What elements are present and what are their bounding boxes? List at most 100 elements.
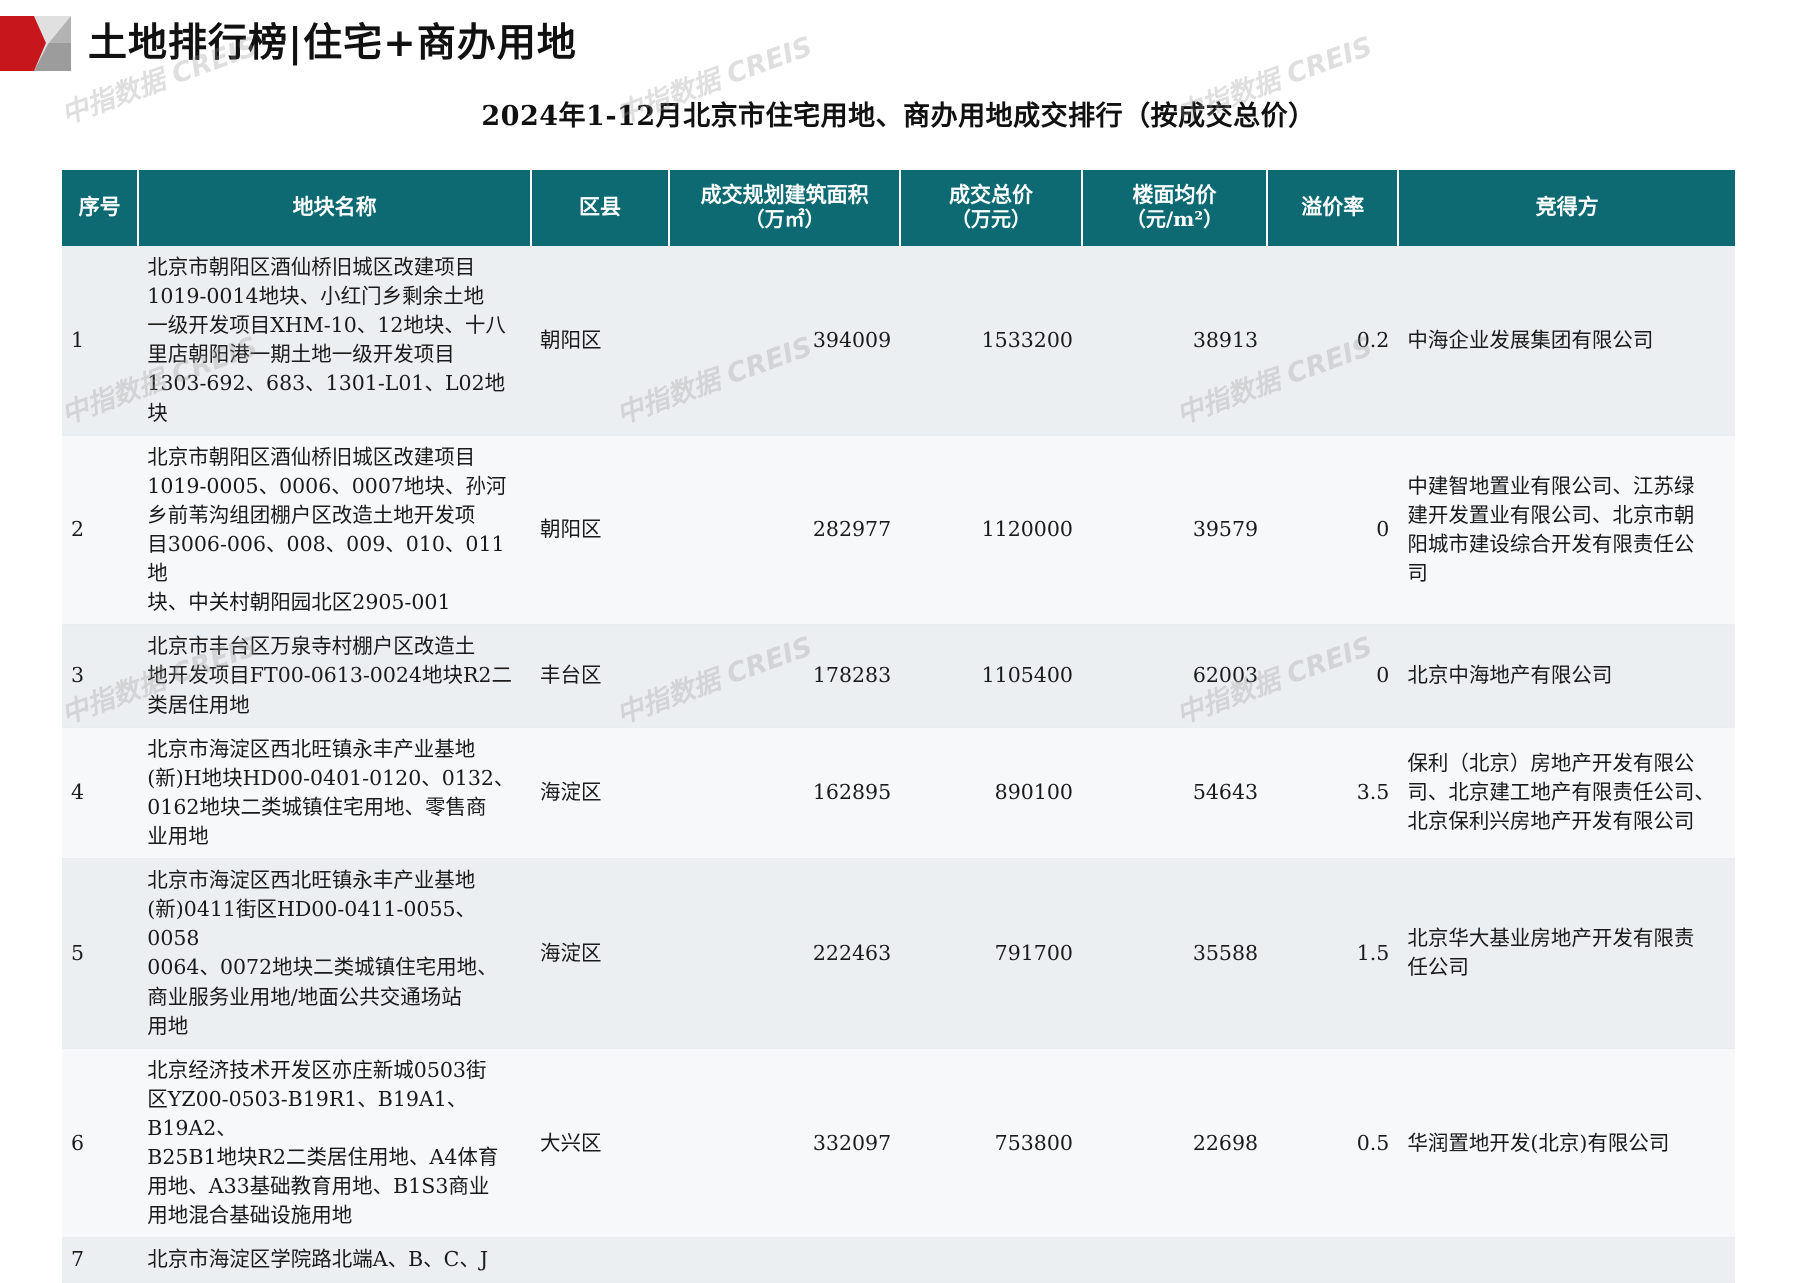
- cell-total-price-text: 791700: [994, 940, 1073, 965]
- cell-total-price: 890100: [900, 727, 1082, 860]
- cell-premium-text: 0.5: [1356, 1130, 1390, 1155]
- column-unit: （万㎡）: [744, 206, 825, 231]
- cell-unit-price: 35588: [1081, 858, 1268, 1049]
- column-label: 楼面均价: [1132, 181, 1217, 207]
- cell-unit-price-text: 22698: [1192, 1130, 1259, 1155]
- table-row[interactable]: 4 北京市海淀区西北旺镇永丰产业基地 (新)H地块HD00-0401-0120、0…: [62, 727, 1735, 860]
- column-label: 溢价率: [1301, 193, 1365, 219]
- cell-area-text: 222463: [812, 940, 892, 965]
- cell-area: 332097: [669, 1048, 901, 1239]
- cell-premium: 1.5: [1267, 858, 1399, 1049]
- cell-district: 海淀区: [531, 727, 670, 860]
- cell-buyer-text: 华润置地开发(北京)有限公司: [1407, 1130, 1670, 1155]
- column-unit: （元/m²）: [1125, 206, 1224, 231]
- column-header-buyer: 竞得方: [1398, 170, 1735, 246]
- cell-index-text: 6: [71, 1130, 85, 1155]
- cell-total-price-text: 1533200: [981, 327, 1073, 352]
- cell-area-text: 178283: [812, 663, 892, 688]
- table-row[interactable]: 1 北京市朝阳区酒仙桥旧城区改建项目 1019-0014地块、小红门乡剩余土地 一…: [62, 246, 1735, 436]
- cell-unit-price: 38913: [1081, 246, 1268, 436]
- cell-unit-price-text: 38913: [1192, 327, 1259, 352]
- cell-unit-price-text: 39579: [1192, 517, 1259, 542]
- cell-area: 178283: [669, 624, 901, 728]
- cell-unit-price: 54643: [1081, 727, 1268, 860]
- table-row[interactable]: 6 北京经济技术开发区亦庄新城0503街 区YZ00-0503-B19R1、B19…: [62, 1048, 1735, 1239]
- cell-area: 282977: [669, 435, 901, 626]
- cell-land-name-text: 北京市海淀区西北旺镇永丰产业基地 (新)H地块HD00-0401-0120、01…: [147, 736, 515, 848]
- cell-index: 4: [62, 727, 139, 860]
- cell-district-text: 大兴区: [540, 1130, 602, 1155]
- column-unit: （万元）: [951, 206, 1032, 231]
- cell-premium: 3.5: [1267, 727, 1399, 860]
- cell-land-name-text: 北京市丰台区万泉寺村棚户区改造土 地开发项目FT00-0613-0024地块R2…: [147, 634, 512, 717]
- ranking-table-wrapper: 序号 地块名称 区县 成交规划建筑面积 （万㎡） 成交总价 （万元） 楼面均价: [62, 170, 1735, 1283]
- cell-index: 2: [62, 435, 139, 626]
- cell-unit-price: 62003: [1081, 624, 1268, 728]
- cell-land-name-text: 北京市朝阳区酒仙桥旧城区改建项目 1019-0005、0006、0007地块、孙…: [147, 444, 507, 615]
- cell-index-text: 1: [71, 327, 85, 352]
- cell-district-text: 朝阳区: [540, 327, 602, 352]
- column-label: 地块名称: [292, 193, 377, 219]
- cell-area-text: 332097: [812, 1130, 892, 1155]
- cell-buyer-text: 北京华大基业房地产开发有限责 任公司: [1407, 926, 1695, 980]
- cell-unit-price-text: 54643: [1192, 780, 1259, 805]
- cell-index: 5: [62, 858, 139, 1049]
- cell-total-price-text: 1120000: [981, 517, 1073, 542]
- cell-district: 朝阳区: [531, 246, 670, 436]
- column-label: 成交规划建筑面积: [700, 181, 869, 207]
- column-header-index: 序号: [62, 170, 140, 246]
- cell-premium: 0: [1267, 435, 1399, 626]
- cell-buyer-text: 中建智地置业有限公司、江苏绿 建开发置业有限公司、北京市朝 阳城市建设综合开发有…: [1407, 473, 1695, 586]
- page-header: 土地排行榜|住宅+商办用地: [0, 0, 1797, 86]
- report-title: 2024年1-12月北京市住宅用地、商办用地成交排行（按成交总价）: [481, 101, 1316, 132]
- cell-land-name: 北京市海淀区西北旺镇永丰产业基地 (新)0411街区HD00-0411-0055…: [138, 858, 532, 1049]
- table-row[interactable]: 7 北京市海淀区学院路北端A、B、C、J: [62, 1237, 1735, 1283]
- column-label: 竞得方: [1535, 193, 1599, 219]
- cell-total-price: 1120000: [900, 435, 1082, 626]
- cell-land-name: 北京市海淀区西北旺镇永丰产业基地 (新)H地块HD00-0401-0120、01…: [138, 727, 532, 860]
- cell-district-text: 丰台区: [540, 663, 602, 688]
- cell-index-text: 5: [71, 940, 85, 965]
- cell-district: 大兴区: [531, 1048, 670, 1239]
- cell-index-text: 7: [71, 1247, 85, 1272]
- column-label: 区县: [579, 193, 622, 219]
- cell-buyer: 华润置地开发(北京)有限公司: [1398, 1048, 1735, 1239]
- cell-total-price-text: 890100: [994, 780, 1073, 805]
- cell-premium-text: 3.5: [1356, 780, 1390, 805]
- cell-land-name: 北京经济技术开发区亦庄新城0503街 区YZ00-0503-B19R1、B19A…: [138, 1048, 532, 1239]
- cell-area: 394009: [669, 246, 901, 436]
- cell-land-name-text: 北京经济技术开发区亦庄新城0503街 区YZ00-0503-B19R1、B19A…: [147, 1057, 499, 1228]
- cell-total-price: 1105400: [900, 624, 1082, 728]
- cell-index-text: 2: [71, 517, 85, 542]
- cell-buyer: 北京华大基业房地产开发有限责 任公司: [1398, 858, 1735, 1049]
- cell-buyer-text: 北京中海地产有限公司: [1407, 663, 1613, 688]
- cell-premium: [1267, 1237, 1399, 1283]
- cell-land-name-text: 北京市海淀区西北旺镇永丰产业基地 (新)0411街区HD00-0411-0055…: [147, 868, 498, 1038]
- ranking-table: 序号 地块名称 区县 成交规划建筑面积 （万㎡） 成交总价 （万元） 楼面均价: [62, 170, 1735, 1283]
- cell-total-price: 1533200: [900, 246, 1082, 436]
- cell-buyer-text: 保利（北京）房地产开发有限公 司、北京建工地产有限责任公司、 北京保利兴房地产开…: [1407, 751, 1715, 834]
- cell-land-name: 北京市朝阳区酒仙桥旧城区改建项目 1019-0005、0006、0007地块、孙…: [138, 435, 532, 626]
- cell-area: 222463: [669, 858, 901, 1049]
- cell-premium-text: 0: [1376, 517, 1390, 542]
- column-header-unit-price: 楼面均价 （元/m²）: [1081, 170, 1269, 246]
- cell-premium-text: 1.5: [1356, 940, 1390, 965]
- cell-index: 6: [62, 1048, 139, 1239]
- cell-unit-price-text: 62003: [1192, 663, 1259, 688]
- cell-district-text: 朝阳区: [540, 517, 602, 542]
- cell-district: 海淀区: [531, 858, 670, 1049]
- table-body: 1 北京市朝阳区酒仙桥旧城区改建项目 1019-0014地块、小红门乡剩余土地 一…: [62, 246, 1735, 1283]
- cell-area: [669, 1237, 901, 1283]
- table-header: 序号 地块名称 区县 成交规划建筑面积 （万㎡） 成交总价 （万元） 楼面均价: [62, 170, 1735, 246]
- table-row[interactable]: 3 北京市丰台区万泉寺村棚户区改造土 地开发项目FT00-0613-0024地块R…: [62, 624, 1735, 728]
- cell-unit-price-text: 35588: [1192, 940, 1259, 965]
- cell-district: 朝阳区: [531, 435, 670, 626]
- cell-area-text: 394009: [812, 327, 892, 352]
- table-header-row: 序号 地块名称 区县 成交规划建筑面积 （万㎡） 成交总价 （万元） 楼面均价: [62, 170, 1735, 246]
- table-row[interactable]: 2 北京市朝阳区酒仙桥旧城区改建项目 1019-0005、0006、0007地块、…: [62, 435, 1735, 626]
- table-row[interactable]: 5 北京市海淀区西北旺镇永丰产业基地 (新)0411街区HD00-0411-005…: [62, 858, 1735, 1049]
- cell-area-text: 162895: [812, 780, 892, 805]
- cell-district: [531, 1237, 670, 1283]
- cell-district: 丰台区: [531, 624, 670, 728]
- cell-unit-price: [1081, 1237, 1268, 1283]
